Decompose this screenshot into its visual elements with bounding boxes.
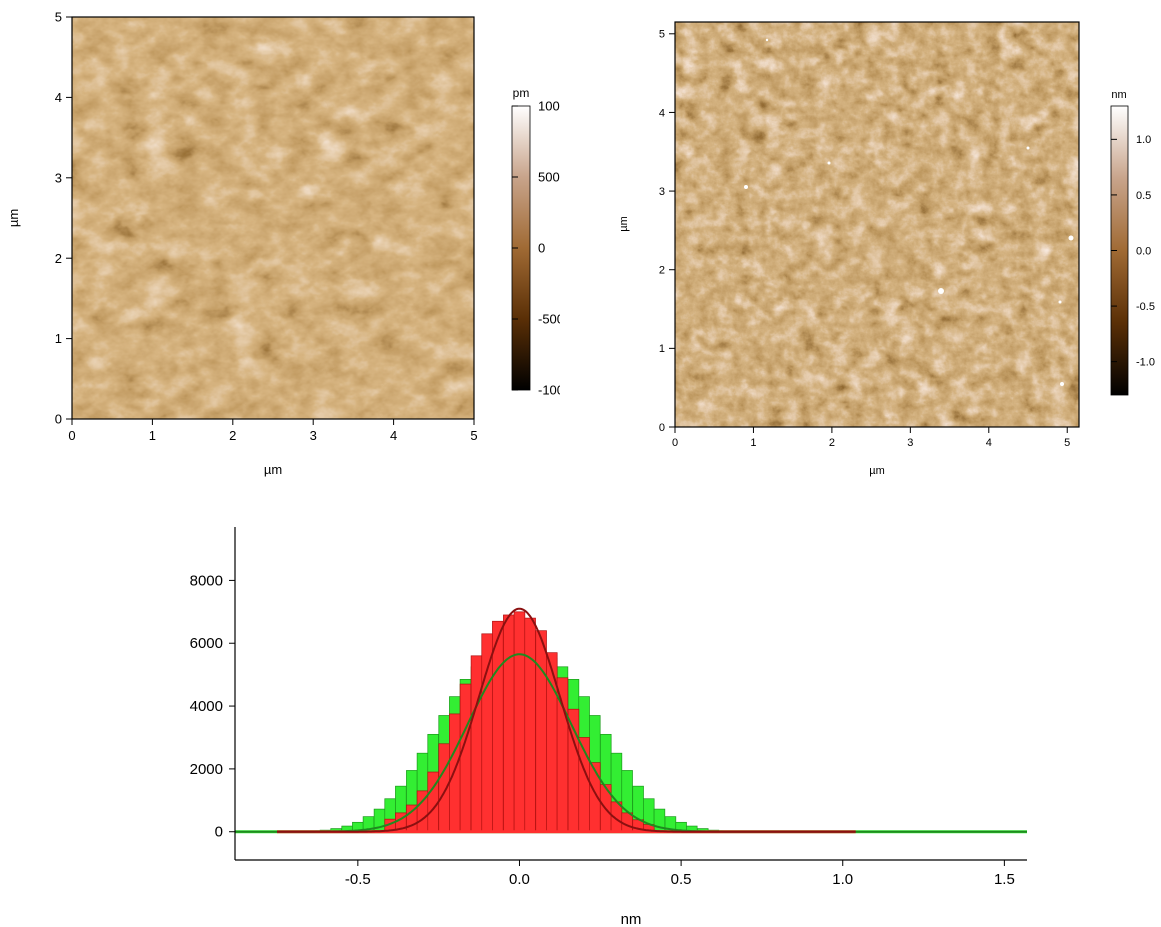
hist-bar-series-1 — [621, 812, 633, 833]
hist-bar-series-1 — [459, 683, 472, 833]
map1-y-tick-label: 2 — [55, 251, 62, 266]
map2-x-tick-label: 5 — [1064, 437, 1070, 449]
x-axis-label-2: µm — [869, 465, 885, 477]
hist-bar-series-1 — [535, 630, 547, 833]
hist-y-tick-label: 6000 — [190, 635, 223, 652]
hist-y-tick-label: 0 — [215, 824, 223, 841]
map2-x-tick-label: 4 — [986, 437, 992, 449]
hist-bar-series-1 — [470, 655, 483, 833]
hist-y-tick-label: 2000 — [190, 761, 223, 778]
map2-y-tick-label: 3 — [659, 186, 665, 198]
map2-x-tick-label: 1 — [750, 437, 756, 449]
colorbar-2-tick-label: -1.0 — [1136, 357, 1155, 369]
map2-y-tick-label: 1 — [659, 343, 665, 355]
hist-x-tick-label: -0.5 — [345, 871, 371, 888]
hist-x-tick-label: 0.5 — [671, 871, 692, 888]
map2-x-tick-label: 2 — [829, 437, 835, 449]
gaussian-fit-series-0 — [235, 653, 1027, 833]
colorbar-2-tick-label: 0.5 — [1136, 190, 1151, 202]
hist-bar-series-1 — [438, 743, 450, 833]
map1-x-tick-label: 2 — [229, 428, 236, 443]
colorbar-1-tick-label: 0 — [538, 241, 545, 256]
colorbar-2-tick-label: 1.0 — [1136, 134, 1151, 146]
hist-bar-series-1 — [449, 713, 461, 833]
hist-x-tick-label: 0.0 — [509, 871, 530, 888]
map1-y-tick-label: 4 — [55, 90, 62, 105]
map1-y-tick-label: 0 — [55, 412, 62, 427]
hist-bar-series-1 — [481, 633, 493, 833]
colorbar-2-tick-label: 0.0 — [1136, 245, 1151, 257]
colorbar-1-tick-label: -500 — [538, 312, 560, 327]
map2-y-tick-label: 2 — [659, 265, 665, 277]
map1-x-tick-label: 0 — [68, 428, 75, 443]
map2-frame — [674, 21, 1080, 428]
hist-x-tick-label: 1.5 — [994, 871, 1015, 888]
afm-map-2: 0 1 2 3 4 5 0 1 2 3 4 5 µm µm nm 1.0 0.5 0.0 -0.5 -1.0 — [618, 21, 1155, 477]
map2-y-tick-label: 0 — [659, 422, 665, 434]
map1-y-tick-label: 3 — [55, 170, 62, 185]
hist-bar-series-1 — [513, 611, 526, 833]
colorbar-unit-1: pm — [513, 86, 530, 100]
hist-bar-series-1 — [556, 677, 569, 833]
colorbar-1-tick-label: 500 — [538, 170, 560, 185]
hist-bar-series-1 — [503, 614, 515, 833]
hist-bar-series-1 — [492, 620, 504, 833]
heatmap-image-2 — [675, 22, 1079, 427]
gaussian-fit-series-1 — [277, 607, 856, 833]
hist-bar-series-1 — [524, 617, 536, 833]
map2-y-tick-label: 5 — [659, 29, 665, 41]
hist-x-tick-label: 1.0 — [832, 871, 853, 888]
map1-frame — [71, 16, 475, 420]
hist-y-tick-label: 8000 — [190, 572, 223, 589]
map1-x-tick-label: 1 — [149, 428, 156, 443]
map1-y-tick-label: 1 — [55, 331, 62, 346]
bright-spots — [744, 38, 1074, 386]
map2-x-tick-label: 3 — [907, 437, 913, 449]
hist-y-tick-label: 4000 — [190, 698, 223, 715]
colorbar-unit-2: nm — [1111, 89, 1126, 101]
y-axis-label-1: µm — [6, 209, 21, 227]
afm-map-1: 0 1 2 3 4 5 0 1 2 3 4 5 µm µm pm 1000 500 0 -500 -1000 — [6, 10, 560, 477]
colorbar-1-tick-label: -1000 — [538, 383, 560, 398]
map1-x-tick-label: 4 — [390, 428, 397, 443]
x-axis-label-3: nm — [621, 911, 642, 927]
map2-x-tick-label: 0 — [672, 437, 678, 449]
map1-x-tick-label: 3 — [310, 428, 317, 443]
map2-y-tick-label: 4 — [659, 107, 665, 119]
colorbar-1-tick-label: 1000 — [538, 99, 560, 114]
x-axis-label-1: µm — [264, 462, 282, 477]
colorbar-2-tick-label: -0.5 — [1136, 301, 1155, 313]
map1-x-tick-label: 5 — [470, 428, 477, 443]
height-histogram: -0.5 0.0 0.5 1.0 1.5 0 2000 4000 6000 8000 nm — [190, 527, 1027, 927]
y-axis-label-2: µm — [618, 216, 630, 232]
heatmap-image-1 — [72, 17, 474, 419]
map1-y-tick-label: 5 — [55, 10, 62, 25]
